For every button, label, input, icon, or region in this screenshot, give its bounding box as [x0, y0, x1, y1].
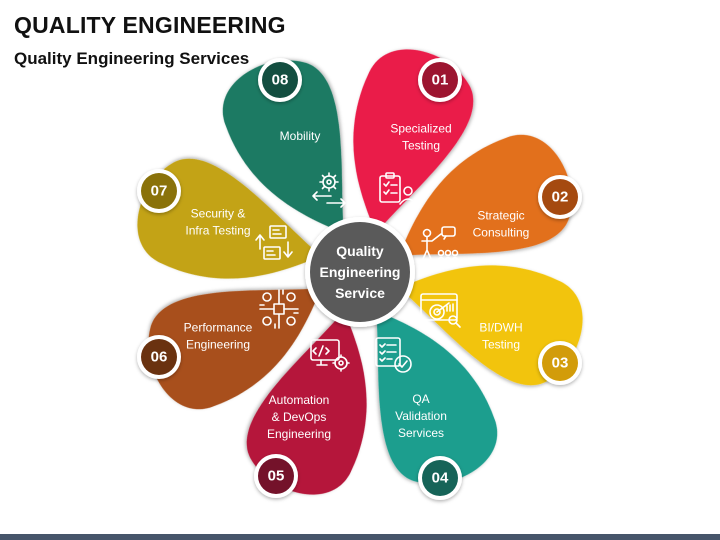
petal-label: QA Validation Services	[395, 392, 447, 440]
number-label: 06	[151, 349, 168, 366]
petal-06: Performance Engineering 06	[137, 288, 322, 410]
number-badge: 07	[137, 169, 181, 213]
petal-label: BI/DWH Testing	[479, 321, 522, 352]
page-title: QUALITY ENGINEERING	[14, 12, 286, 38]
page-subtitle: Quality Engineering Services	[14, 49, 250, 68]
center-label: Quality Engineering Service	[320, 243, 401, 301]
number-badge: 03	[538, 341, 582, 385]
number-label: 04	[432, 470, 449, 487]
petal-label: Strategic Consulting	[473, 209, 530, 240]
petal-label: Security & Infra Testing	[185, 207, 250, 238]
petal-label: Automation & DevOps Engineering	[267, 393, 331, 441]
number-badge: 08	[258, 58, 302, 102]
petal-03: BI/DWH Testing 03	[398, 265, 583, 386]
number-badge: 05	[254, 454, 298, 498]
petal-04: QA Validation Services 04	[375, 310, 498, 500]
petal-shape	[376, 310, 498, 484]
number-label: 01	[432, 72, 449, 89]
petal-shape	[398, 265, 583, 386]
number-label: 03	[552, 355, 569, 372]
petal-shape	[137, 158, 322, 279]
petal-07: Security & Infra Testing 07	[137, 158, 322, 279]
petal-08: Mobility 08	[222, 58, 346, 234]
petal-shape	[246, 310, 367, 495]
petal-shape	[398, 134, 572, 256]
number-label: 07	[151, 183, 168, 200]
number-label: 02	[552, 189, 569, 206]
petal-label: Specialized Testing	[390, 122, 451, 153]
bottom-bar	[0, 534, 720, 540]
number-badge: 04	[418, 456, 462, 500]
number-label: 08	[272, 72, 289, 89]
petal-shape	[222, 60, 344, 234]
number-badge: 02	[538, 175, 582, 219]
petal-05: Automation & DevOps Engineering 05	[246, 310, 367, 498]
petal-shape	[148, 288, 322, 410]
petal-01: Specialized Testing 01	[353, 49, 474, 234]
number-label: 05	[268, 468, 285, 485]
center-hub: Quality Engineering Service	[305, 217, 415, 327]
petal-label: Mobility	[280, 129, 321, 143]
petal-02: Strategic Consulting 02	[398, 134, 582, 261]
petal-label: Performance Engineering	[184, 321, 253, 352]
number-badge: 06	[137, 335, 181, 379]
number-badge: 01	[418, 58, 462, 102]
